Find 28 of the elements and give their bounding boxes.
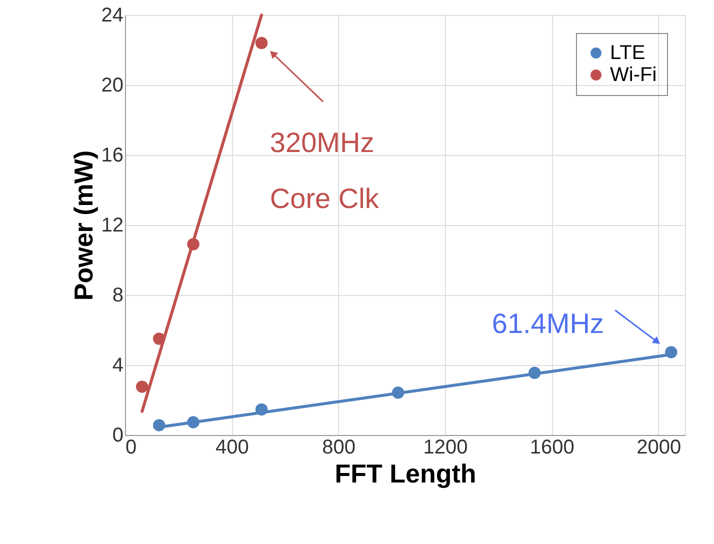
y-tick-label: 8 [112,284,124,306]
point [136,380,148,393]
annotation: 320MHz Core Clk [270,126,380,214]
y-axis-title: Power (mW) [68,150,98,301]
point [187,416,200,428]
point [153,332,166,345]
x-tick-label: 0 [126,436,137,458]
point [255,403,268,416]
x-tick-label: 2000 [636,436,682,458]
x-tick-label: 800 [322,436,356,458]
y-tick-label: 24 [101,4,124,26]
legend-label: Wi-Fi [610,64,657,86]
y-tick-label: 4 [112,354,124,376]
x-tick-label: 1600 [530,436,574,458]
point [665,346,678,358]
annotation: 61.4MHz [492,308,604,339]
x-axis-title: FFT Length [334,458,476,488]
x-tick-label: 1200 [423,436,468,458]
point [528,366,541,379]
y-tick-label: 20 [101,74,124,96]
y-tick-label: 12 [101,214,124,236]
point [392,386,404,399]
point [255,36,268,50]
y-tick-label: 16 [101,144,124,166]
legend-label: LTE [610,42,646,64]
point [153,419,166,432]
point [187,238,200,250]
x-tick-label: 400 [215,436,249,458]
